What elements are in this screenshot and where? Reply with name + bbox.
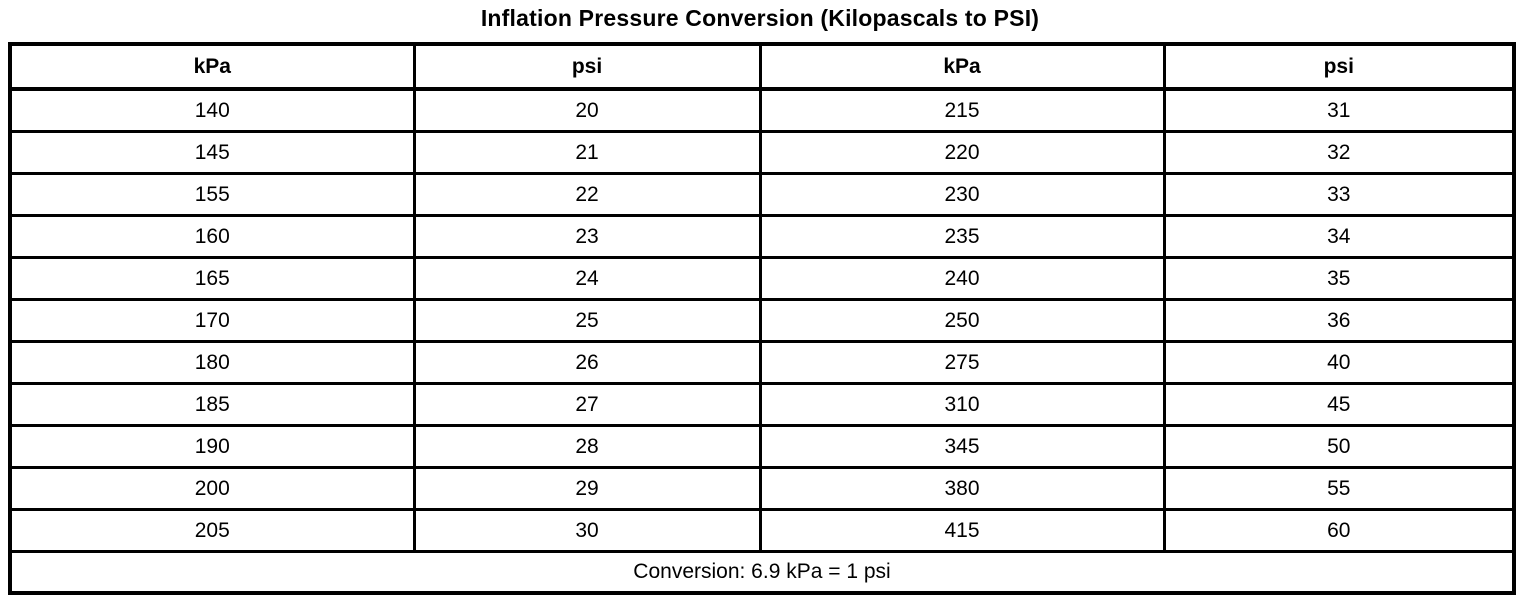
cell-kpa-right: 215 <box>758 87 1166 133</box>
cell-psi-right: 32 <box>1162 130 1516 175</box>
header-psi-left: psi <box>412 42 762 91</box>
cell-psi-right: 35 <box>1162 256 1516 301</box>
table-row: 200 29 380 55 <box>8 466 1516 511</box>
cell-kpa-right: 310 <box>758 382 1166 427</box>
cell-psi-right: 33 <box>1162 172 1516 217</box>
table-row: 165 24 240 35 <box>8 256 1516 301</box>
cell-kpa-right: 235 <box>758 214 1166 259</box>
header-psi-right: psi <box>1162 42 1516 91</box>
table-row: 140 20 215 31 <box>8 87 1516 133</box>
cell-psi-left: 25 <box>412 298 762 343</box>
cell-psi-right: 50 <box>1162 424 1516 469</box>
header-row: kPa psi kPa psi <box>8 42 1516 91</box>
conversion-note: Conversion: 6.9 kPa = 1 psi <box>8 550 1516 595</box>
cell-kpa-right: 275 <box>758 340 1166 385</box>
cell-kpa-left: 180 <box>8 340 416 385</box>
cell-kpa-right: 250 <box>758 298 1166 343</box>
header-kpa-right: kPa <box>758 42 1166 91</box>
cell-psi-left: 30 <box>412 508 762 553</box>
cell-psi-right: 60 <box>1162 508 1516 553</box>
cell-kpa-right: 220 <box>758 130 1166 175</box>
table-row: 205 30 415 60 <box>8 508 1516 553</box>
cell-kpa-left: 155 <box>8 172 416 217</box>
table-row: 185 27 310 45 <box>8 382 1516 427</box>
cell-psi-right: 55 <box>1162 466 1516 511</box>
cell-psi-left: 23 <box>412 214 762 259</box>
cell-kpa-left: 200 <box>8 466 416 511</box>
cell-kpa-left: 165 <box>8 256 416 301</box>
table-row: 155 22 230 33 <box>8 172 1516 217</box>
cell-psi-left: 24 <box>412 256 762 301</box>
cell-psi-right: 36 <box>1162 298 1516 343</box>
pressure-conversion-table: kPa psi kPa psi 140 20 215 31 145 21 220 32 155 2… <box>8 42 1516 595</box>
cell-kpa-right: 345 <box>758 424 1166 469</box>
cell-psi-right: 40 <box>1162 340 1516 385</box>
table-row: 160 23 235 34 <box>8 214 1516 259</box>
cell-kpa-left: 140 <box>8 87 416 133</box>
cell-psi-left: 29 <box>412 466 762 511</box>
cell-kpa-left: 190 <box>8 424 416 469</box>
table-row: 190 28 345 50 <box>8 424 1516 469</box>
cell-psi-right: 45 <box>1162 382 1516 427</box>
cell-kpa-right: 415 <box>758 508 1166 553</box>
cell-kpa-left: 145 <box>8 130 416 175</box>
footer-row: Conversion: 6.9 kPa = 1 psi <box>8 550 1516 595</box>
cell-psi-right: 31 <box>1162 87 1516 133</box>
cell-kpa-right: 380 <box>758 466 1166 511</box>
cell-psi-right: 34 <box>1162 214 1516 259</box>
cell-psi-left: 21 <box>412 130 762 175</box>
cell-psi-left: 26 <box>412 340 762 385</box>
table-body: 140 20 215 31 145 21 220 32 155 22 230 33 160 23 235 34… <box>8 87 1516 553</box>
table-row: 180 26 275 40 <box>8 340 1516 385</box>
cell-kpa-left: 205 <box>8 508 416 553</box>
cell-psi-left: 28 <box>412 424 762 469</box>
header-kpa-left: kPa <box>8 42 416 91</box>
cell-psi-left: 20 <box>412 87 762 133</box>
cell-kpa-left: 185 <box>8 382 416 427</box>
cell-kpa-left: 170 <box>8 298 416 343</box>
cell-psi-left: 22 <box>412 172 762 217</box>
cell-psi-left: 27 <box>412 382 762 427</box>
cell-kpa-left: 160 <box>8 214 416 259</box>
page-title: Inflation Pressure Conversion (Kilopasca… <box>480 5 1040 31</box>
table-row: 145 21 220 32 <box>8 130 1516 175</box>
cell-kpa-right: 230 <box>758 172 1166 217</box>
table-row: 170 25 250 36 <box>8 298 1516 343</box>
cell-kpa-right: 240 <box>758 256 1166 301</box>
